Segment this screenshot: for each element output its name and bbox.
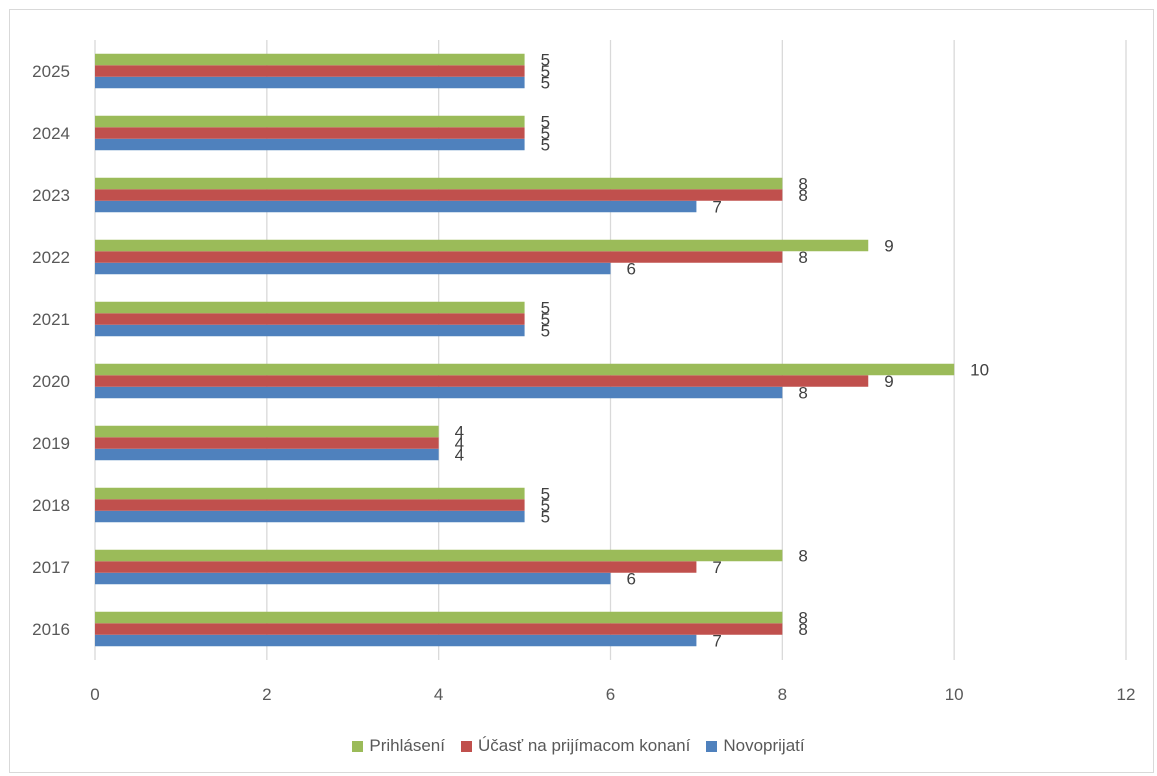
bar: [95, 53, 525, 66]
legend-label: Prihlásení: [369, 736, 445, 755]
data-label: 5: [541, 124, 550, 143]
x-tick-label: 8: [778, 685, 787, 704]
data-label: 4: [455, 434, 464, 453]
bar: [95, 634, 697, 647]
data-label: 5: [541, 51, 550, 70]
y-axis-tick-labels: 2016 2017 2018 2019 2020 2021 2022 2023 2024 2025: [32, 62, 70, 639]
legend-label: Novoprijatí: [723, 736, 805, 755]
data-label: 5: [541, 136, 550, 155]
bar: [95, 425, 439, 438]
y-tick-label: 2023: [32, 186, 70, 205]
data-label: 8: [798, 186, 807, 205]
bar: [95, 301, 525, 314]
legend-item-novoprijati: Novoprijatí: [706, 736, 805, 756]
data-label: 4: [455, 423, 464, 442]
data-label: 5: [541, 62, 550, 81]
legend-label: Účasť na prijímacom konaní: [477, 736, 691, 755]
y-tick-label: 2019: [32, 434, 70, 453]
bars: [95, 53, 955, 647]
bar: [95, 510, 525, 523]
data-label: 5: [541, 310, 550, 329]
x-tick-label: 0: [90, 685, 99, 704]
data-label: 5: [541, 322, 550, 341]
data-label: 6: [627, 260, 636, 279]
bar: [95, 611, 783, 624]
y-tick-label: 2021: [32, 310, 70, 329]
bar: [95, 499, 525, 511]
bar: [95, 487, 525, 500]
legend-item-prihlaseni: Prihlásení: [352, 736, 445, 756]
data-label: 5: [541, 74, 550, 93]
bar: [95, 251, 783, 263]
data-label: 5: [541, 299, 550, 318]
bar: [95, 561, 697, 573]
data-label: 5: [541, 508, 550, 527]
data-label: 8: [798, 620, 807, 639]
bar: [95, 448, 439, 461]
y-tick-label: 2025: [32, 62, 70, 81]
y-tick-label: 2018: [32, 496, 70, 515]
bar: [95, 324, 525, 337]
bar: [95, 572, 611, 585]
data-label: 8: [798, 175, 807, 194]
bar: [95, 375, 869, 387]
y-tick-label: 2017: [32, 558, 70, 577]
bar: [95, 363, 955, 376]
bar: [95, 313, 525, 325]
data-label: 7: [712, 632, 721, 651]
bar: [95, 623, 783, 635]
x-tick-label: 6: [606, 685, 615, 704]
bar: [95, 177, 783, 190]
data-label: 9: [884, 237, 893, 256]
bar: [95, 262, 611, 275]
data-label: 7: [712, 198, 721, 217]
bar: [95, 437, 439, 449]
data-label: 8: [798, 384, 807, 403]
legend-swatch-blue: [706, 740, 718, 752]
bar: [95, 115, 525, 128]
bar: [95, 65, 525, 77]
legend-swatch-red: [460, 740, 472, 752]
legend: Prihlásení Účasť na prijímacom konaní No…: [0, 733, 1157, 759]
data-label: 8: [798, 248, 807, 267]
bar: [95, 239, 869, 252]
bar: [95, 127, 525, 139]
y-tick-label: 2022: [32, 248, 70, 267]
data-label: 7: [712, 558, 721, 577]
legend-swatch-green: [352, 740, 364, 752]
data-label: 5: [541, 113, 550, 132]
data-label: 5: [541, 496, 550, 515]
y-tick-label: 2020: [32, 372, 70, 391]
bar: [95, 189, 783, 201]
x-tick-label: 10: [945, 685, 964, 704]
x-axis-tick-labels: 0 2 4 6 8 10 12: [90, 685, 1135, 704]
bar: [95, 200, 697, 213]
bar: [95, 386, 783, 399]
bar: [95, 76, 525, 89]
data-label: 5: [541, 485, 550, 504]
y-tick-label: 2016: [32, 620, 70, 639]
x-tick-label: 2: [262, 685, 271, 704]
x-tick-label: 4: [434, 685, 443, 704]
data-label: 4: [455, 446, 464, 465]
data-label: 8: [798, 609, 807, 628]
bar: [95, 138, 525, 151]
bar: [95, 549, 783, 562]
y-tick-label: 2024: [32, 124, 70, 143]
x-tick-label: 12: [1117, 685, 1136, 704]
data-label: 6: [627, 570, 636, 589]
data-label: 10: [970, 361, 989, 380]
data-label: 8: [798, 547, 807, 566]
legend-item-ucast: Účasť na prijímacom konaní: [460, 736, 691, 756]
data-label: 9: [884, 372, 893, 391]
